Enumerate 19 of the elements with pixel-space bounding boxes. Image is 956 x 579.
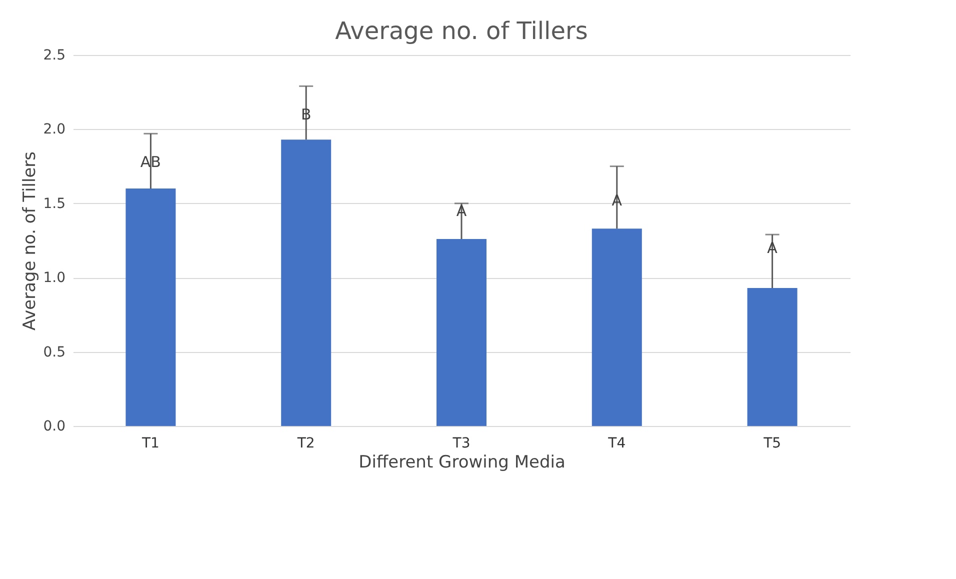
x-tick-label: T4 <box>607 436 626 452</box>
bar <box>281 140 332 426</box>
bar <box>747 288 798 426</box>
y-tick-label: 2.0 <box>43 122 66 138</box>
x-tick-label: T2 <box>296 436 315 452</box>
y-axis-title: Average no. of Tillers <box>20 151 40 331</box>
bar <box>592 228 642 426</box>
bar <box>436 239 486 426</box>
bar <box>126 188 176 426</box>
x-tick-label: T1 <box>140 436 160 452</box>
x-axis-title: Different Growing Media <box>358 452 566 472</box>
chart-title: Average no. of Tillers <box>335 17 588 45</box>
y-tick-label: 0.0 <box>43 418 66 434</box>
y-tick-label: 0.5 <box>43 344 66 360</box>
y-tick-label: 2.5 <box>43 48 66 64</box>
y-tick-label: 1.5 <box>43 196 66 212</box>
x-tick-label: T5 <box>762 436 782 452</box>
x-tick-label: T3 <box>452 436 470 452</box>
y-tick-label: 1.0 <box>43 270 66 286</box>
